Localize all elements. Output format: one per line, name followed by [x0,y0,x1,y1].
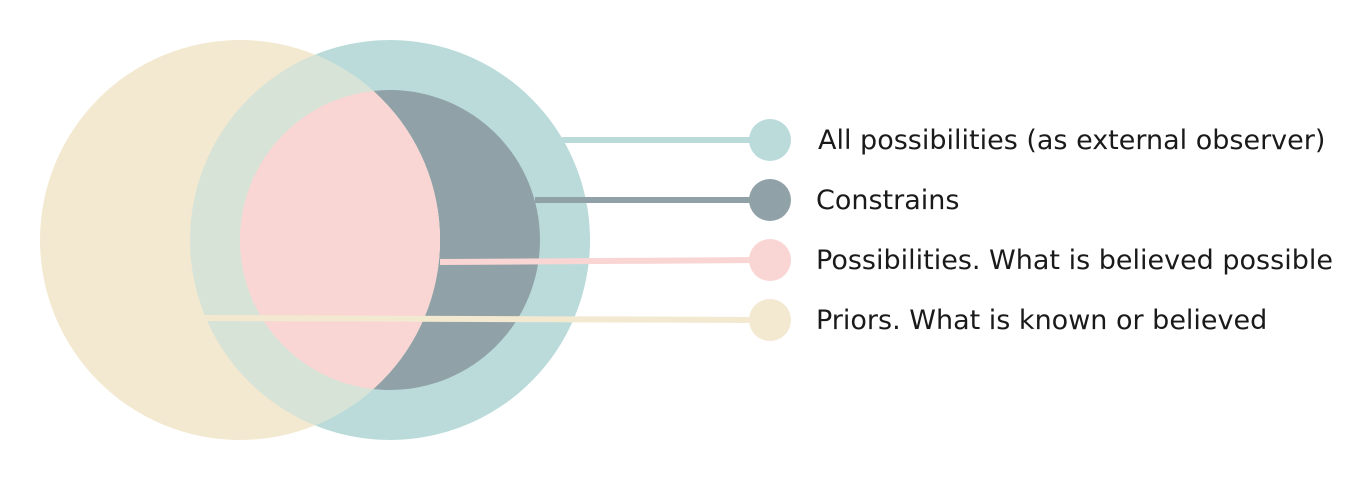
legend-dot-all-possibilities [749,119,791,161]
legend-dot-priors [749,299,791,341]
legend-dot-possibilities [749,239,791,281]
legend-label-all-possibilities: All possibilities (as external observer) [818,125,1325,156]
connector-line-priors [204,315,771,323]
possibilities-region [240,90,440,390]
legend-label-priors: Priors. What is known or believed [816,305,1267,336]
connector-line-possibilities [439,257,771,265]
legend-label-possibilities: Possibilities. What is believed possible [816,245,1333,276]
legend-dot-constraints [749,179,791,221]
legend-label-constraints: Constrains [816,185,959,216]
